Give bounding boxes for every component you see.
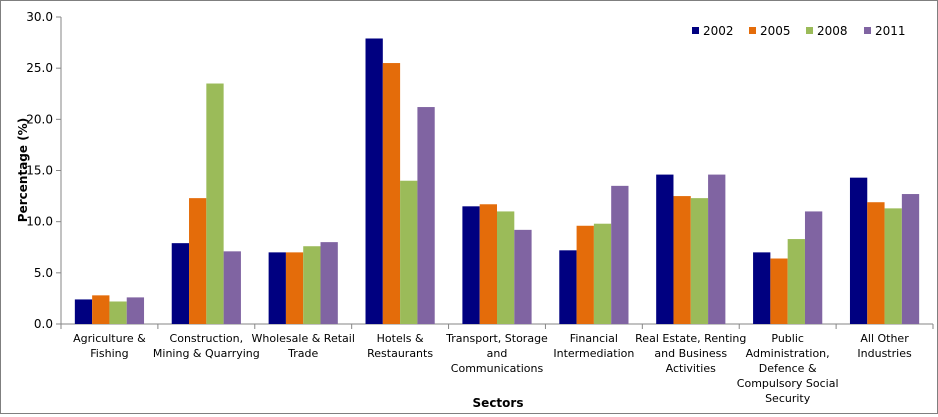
bar-2005-9 bbox=[867, 202, 885, 324]
bar-2002-9 bbox=[849, 177, 868, 324]
x-category-label-line: Communications bbox=[451, 362, 544, 375]
bar-2011-7 bbox=[708, 174, 726, 324]
x-category-label-line: Wholesale & Retail bbox=[252, 332, 355, 345]
bar-2002-1 bbox=[74, 299, 93, 324]
x-category-label-line: Financial bbox=[570, 332, 618, 345]
legend-label-2002: 2002 bbox=[703, 24, 734, 38]
x-category-label-line: Intermediation bbox=[553, 347, 634, 360]
x-category-label-line: Defence & bbox=[759, 362, 817, 375]
bar-2005-4 bbox=[382, 63, 401, 325]
bar-2005-8 bbox=[770, 258, 788, 324]
legend: 2002 2005 2008 2011 bbox=[692, 24, 906, 38]
bar-2008-4 bbox=[400, 180, 418, 324]
x-category-label: Financial Intermediation bbox=[553, 332, 634, 360]
x-category-label-line: Agriculture & bbox=[73, 332, 146, 345]
bar-2011-1 bbox=[126, 297, 145, 324]
x-category-label-line: and Business bbox=[654, 347, 727, 360]
x-category-label-line: Mining & Quarrying bbox=[153, 347, 260, 360]
bar-2008-9 bbox=[884, 208, 902, 324]
x-category-label-line: Compulsory Social bbox=[737, 377, 839, 390]
bar-2011-2 bbox=[223, 251, 241, 324]
bar-2005-2 bbox=[189, 198, 207, 324]
legend-swatch-2008 bbox=[806, 27, 813, 34]
x-category-label: Transport, Storage and Communications bbox=[445, 332, 548, 375]
legend-label-2011: 2011 bbox=[875, 24, 906, 38]
x-category-label: Agriculture & Fishing bbox=[73, 332, 146, 360]
bar-2005-7 bbox=[673, 196, 691, 324]
x-category-label-line: Transport, Storage bbox=[445, 332, 548, 345]
x-axis-title: Sectors bbox=[473, 396, 524, 410]
y-tick-label: 25.0 bbox=[26, 61, 53, 75]
x-category-label-line: Real Estate, Renting bbox=[635, 332, 746, 345]
bar-2002-8 bbox=[753, 252, 771, 324]
x-category-label: Wholesale & Retail Trade bbox=[252, 332, 355, 360]
y-axis-title: Percentage (%) bbox=[16, 118, 30, 222]
bar-2008-5 bbox=[497, 211, 515, 324]
x-category-label-line: Hotels & bbox=[377, 332, 424, 345]
x-category-label-line: and bbox=[487, 347, 508, 360]
legend-swatch-2005 bbox=[749, 27, 756, 34]
bar-2002-4 bbox=[365, 38, 383, 325]
bar-2002-5 bbox=[462, 206, 480, 324]
y-tick-label: 20.0 bbox=[26, 112, 53, 126]
x-ticks bbox=[60, 324, 934, 329]
bar-2011-6 bbox=[611, 185, 629, 324]
y-tick-label: 10.0 bbox=[26, 215, 53, 229]
x-category-label: Construction, Mining & Quarrying bbox=[153, 332, 260, 360]
y-tick-label: 5.0 bbox=[34, 266, 53, 280]
x-category-label-line: Activities bbox=[666, 362, 716, 375]
bar-2002-2 bbox=[171, 243, 190, 324]
bar-2011-3 bbox=[320, 242, 338, 324]
bar-2011-8 bbox=[804, 211, 823, 324]
bar-2008-2 bbox=[206, 83, 224, 325]
bar-2005-5 bbox=[479, 204, 497, 324]
x-category-label-line: Construction, bbox=[170, 332, 244, 345]
y-ticks: 0.0 5.0 10.0 15.0 20.0 25.0 30.0 bbox=[26, 10, 61, 331]
x-category-label-line: All Other bbox=[860, 332, 909, 345]
y-tick-label: 15.0 bbox=[26, 164, 53, 178]
x-category-label-line: Security bbox=[765, 392, 811, 405]
bar-2005-1 bbox=[92, 295, 110, 324]
bar-2011-9 bbox=[901, 194, 920, 324]
legend-label-2008: 2008 bbox=[817, 24, 848, 38]
y-tick-label: 0.0 bbox=[34, 317, 53, 331]
bar-2005-6 bbox=[576, 225, 594, 324]
x-category-label: All Other Industries bbox=[857, 332, 912, 360]
x-category-label-line: Trade bbox=[287, 347, 318, 360]
x-category-label-line: Fishing bbox=[90, 347, 128, 360]
x-category-label: Real Estate, Renting and Business Activiti… bbox=[635, 332, 746, 375]
legend-swatch-2002 bbox=[692, 27, 699, 34]
bar-2008-3 bbox=[303, 246, 321, 324]
bar-2008-8 bbox=[787, 239, 805, 324]
bar-2008-6 bbox=[593, 223, 612, 324]
bar-2011-5 bbox=[514, 229, 532, 324]
bar-2002-3 bbox=[268, 252, 286, 324]
x-category-label: Hotels & Restaurants bbox=[367, 332, 433, 360]
bar-2011-4 bbox=[417, 107, 435, 324]
x-category-label-line: Administration, bbox=[746, 347, 830, 360]
legend-swatch-2011 bbox=[864, 27, 871, 34]
legend-label-2005: 2005 bbox=[760, 24, 791, 38]
bar-2008-7 bbox=[690, 198, 709, 324]
bar-2002-7 bbox=[656, 174, 674, 324]
x-category-label-line: Industries bbox=[857, 347, 912, 360]
y-tick-label: 30.0 bbox=[26, 10, 53, 24]
bar-2008-1 bbox=[109, 301, 127, 324]
bar-2002-6 bbox=[559, 250, 577, 324]
x-category-label-line: Public bbox=[771, 332, 804, 345]
x-category-label-line: Restaurants bbox=[367, 347, 433, 360]
bar-2005-3 bbox=[285, 252, 304, 324]
category-labels: Agriculture & Fishing Construction, Mining … bbox=[73, 332, 912, 405]
x-category-label: Public Administration, Defence & Compulsory… bbox=[737, 332, 839, 405]
bars bbox=[74, 38, 920, 325]
